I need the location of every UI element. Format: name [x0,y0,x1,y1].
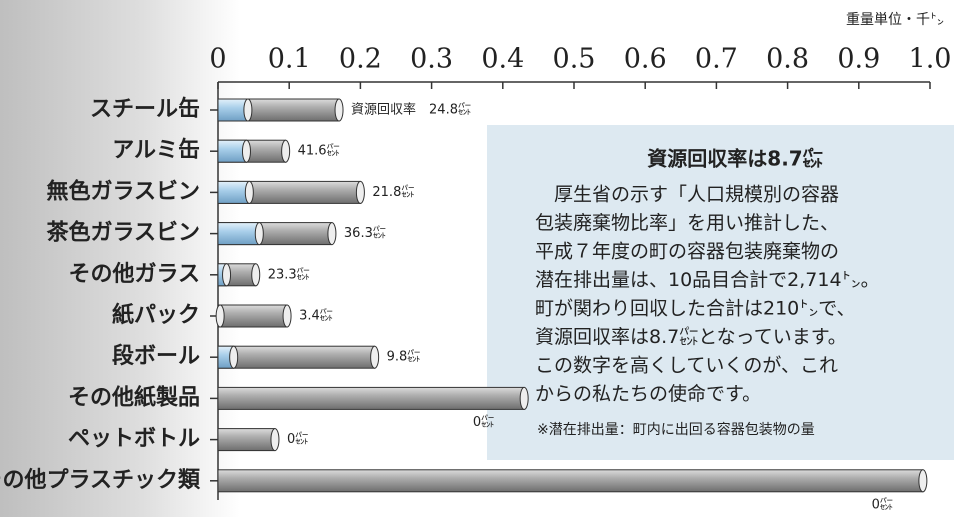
note-line: 潜在排出量は、10品目合計で2,714㌧。 [535,269,880,291]
x-tick-label: 1.0 [909,44,952,75]
total-bar-group [218,305,291,327]
y-tick-label: その他ガラス [68,262,200,287]
unit-label: 重量単位・千㌧ [846,12,944,28]
recovered-bar-group [218,223,263,245]
total-bar [218,305,287,327]
y-tick-label: 紙パック [112,302,200,328]
rate-label: 0㌫ [473,415,494,430]
note-line: 厚生省の示す「人口規模別の容器 [535,184,839,206]
x-tick-label: 0.4 [481,44,524,75]
rate-label: 0㌫ [872,497,893,512]
recovered-bar-cap [242,140,250,162]
y-tick-label: スチール缶 [90,96,200,122]
recovered-bar-cap [244,99,252,121]
rate-label: 41.6㌫ [298,144,340,159]
recovered-bar-group [218,264,231,286]
note-box [487,125,954,460]
x-tick-label: 0.6 [624,44,667,75]
rate-label: 3.4㌫ [299,309,333,324]
x-tick-label: 0.8 [766,44,809,75]
x-tick-label: 0.7 [695,44,738,75]
recovered-bar-cap [245,181,253,203]
rate-label: 23.3㌫ [268,267,310,282]
x-tick-label: 0.5 [553,44,596,75]
total-bar-group [218,346,379,368]
note-title: 資源回収率は8.7㌫ [647,147,822,171]
total-bar-cap [919,470,927,492]
total-bar [218,470,923,492]
total-bar-cap [520,387,528,409]
x-tick-label: 0.9 [837,44,880,75]
total-bar [218,429,275,451]
rate-label: 21.8㌫ [372,185,414,200]
rate-label: 0㌫ [287,432,308,447]
rate-label: 資源回収率 24.8㌫ [351,102,471,118]
total-bar-cap [335,99,343,121]
note-line: 平成７年度の町の容器包装廃棄物の [535,241,839,263]
total-bar [218,387,524,409]
total-bar-cap [282,140,290,162]
y-tick-label: ペットボトル [68,427,200,452]
y-tick-label: その他紙製品 [68,384,200,410]
y-tick-label: 茶色ガラスビン [46,220,200,246]
recovered-bar-cap [230,346,238,368]
x-tick-label: 0.1 [268,44,311,75]
x-tick-label: 0.3 [410,44,453,75]
y-tick-label: 無色ガラスビン [46,178,200,204]
recovered-bar-cap [223,264,231,286]
note-line: 包装廃棄物比率」を用い推計した、 [535,212,839,234]
total-bar-group [218,429,279,451]
recovered-bar-group [218,181,253,203]
total-bar-cap [371,346,379,368]
y-tick-label: その他プラスチック類 [0,468,201,493]
rate-label: 9.8㌫ [387,350,421,365]
x-tick-label: 0 [209,44,226,75]
total-bar-cap [328,223,336,245]
y-tick-label: アルミ缶 [112,137,200,163]
recovered-bar-group [218,346,238,368]
recovered-bar-cap [255,223,263,245]
note-footnote: ※潜在排出量：町内に出回る容器包装物の量 [537,421,815,438]
total-bar-cap [252,264,260,286]
recovered-bar-group [216,305,224,327]
total-bar-cap [271,429,279,451]
recovered-bar [218,181,249,203]
note-line: この数字を高くしていくのが、これ [535,355,838,377]
rate-label: 36.3㌫ [344,226,386,241]
total-bar-cap [283,305,291,327]
recovered-bar-cap [216,305,224,327]
x-tick-label: 0.2 [339,44,382,75]
recovered-bar [218,223,259,245]
total-bar-group [218,387,528,409]
total-bar-group [218,470,927,492]
recovered-bar-group [218,99,252,121]
y-tick-label: 段ボール [112,343,200,369]
chart: 重量単位・千㌧ 資源回収率は8.7㌫ ※潜在排出量：町内に出回る容器包装物の量 … [0,0,954,517]
note-line: からの私たちの使命です。 [535,383,761,405]
note-line: 資源回収率は8.7㌫となっています。 [535,326,847,348]
recovered-bar-group [218,140,250,162]
total-bar [218,346,375,368]
total-bar-cap [356,181,364,203]
note-line: 町が関わり回収した合計は210㌧で、 [535,298,856,320]
